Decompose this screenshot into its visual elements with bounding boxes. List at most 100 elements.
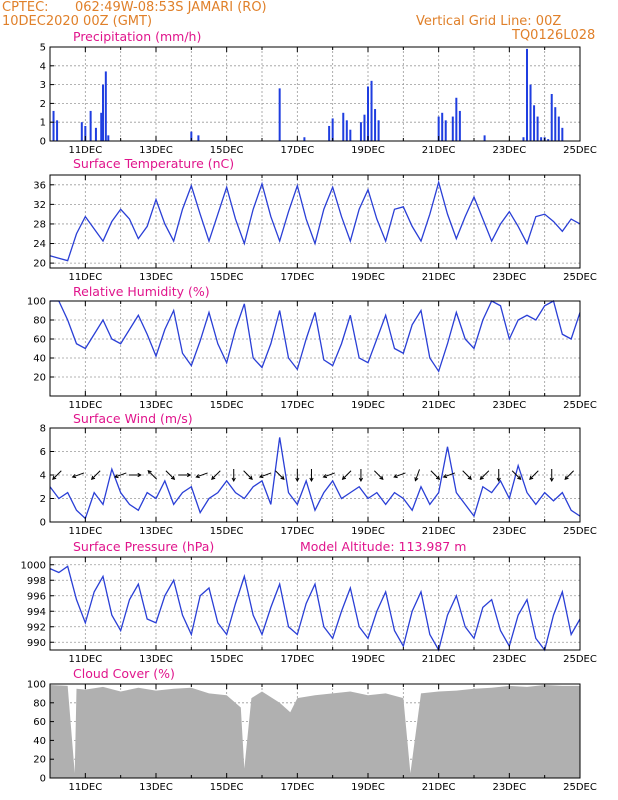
wind-arrow xyxy=(52,470,62,480)
wind-arrow xyxy=(496,469,501,483)
precip-bar xyxy=(100,112,103,141)
wind-arrow xyxy=(165,470,176,480)
precip-bar xyxy=(56,120,59,141)
precip-bar xyxy=(190,131,193,141)
precip-bar xyxy=(342,112,345,141)
wind-arrow xyxy=(114,472,127,479)
precip-bar xyxy=(554,107,557,141)
precip-bar xyxy=(349,129,352,141)
precip-bar xyxy=(107,135,110,141)
wind-arrow xyxy=(231,469,236,483)
precip-bar xyxy=(441,112,444,141)
precip-bar xyxy=(104,71,107,141)
pressure-ytick-label: 998 xyxy=(27,576,46,587)
wind-arrow xyxy=(147,470,158,480)
wind-arrow xyxy=(549,469,554,483)
precip-bar xyxy=(483,135,486,141)
precip-bar xyxy=(533,105,536,141)
wind-ytick-label: 8 xyxy=(40,424,46,435)
wind-arrow xyxy=(358,469,364,483)
wind-arrow xyxy=(341,470,352,480)
temp-date-label: 19DEC xyxy=(351,272,385,283)
temp-date-label: 25DEC xyxy=(563,272,597,283)
wind-ytick-label: 6 xyxy=(40,447,46,458)
pressure-date-label: 11DEC xyxy=(68,654,102,665)
precip-date-label: 17DEC xyxy=(280,145,314,156)
precip-bar xyxy=(370,80,373,141)
wind-ytick-label: 0 xyxy=(40,518,46,529)
precip-bar xyxy=(367,86,369,141)
cloud-ytick-label: 80 xyxy=(33,698,46,709)
cloud-ytick-label: 0 xyxy=(40,774,46,785)
precip-bar xyxy=(458,110,461,141)
temp-date-label: 15DEC xyxy=(210,272,244,283)
pressure-subtitle: Model Altitude: 113.987 m xyxy=(300,539,466,554)
rh-date-label: 21DEC xyxy=(422,400,456,411)
rh-date-label: 19DEC xyxy=(351,400,385,411)
precip-date-label: 13DEC xyxy=(139,145,173,156)
wind-arrow xyxy=(430,470,441,480)
wind-arrow xyxy=(128,472,142,478)
cloud-area xyxy=(50,684,580,778)
precip-date-label: 25DEC xyxy=(563,145,597,156)
pressure-ytick-label: 992 xyxy=(27,622,46,633)
header-source: CPTEC: xyxy=(2,0,49,15)
wind-line xyxy=(49,437,581,520)
precip-ytick-label: 4 xyxy=(40,61,46,72)
rh-ytick-label: 40 xyxy=(33,354,46,365)
wind-date-label: 19DEC xyxy=(351,526,385,537)
wind-ytick-label: 2 xyxy=(40,494,46,505)
precip-bar xyxy=(84,125,87,141)
rh-date-label: 13DEC xyxy=(139,400,173,411)
precip-bar xyxy=(377,120,380,141)
header-location: 062:49W-08:53S JAMARI (RO) xyxy=(75,0,267,15)
cloud-date-label: 19DEC xyxy=(351,782,385,793)
wind-arrow xyxy=(309,469,314,483)
precip-bar xyxy=(52,110,55,141)
precip-bar xyxy=(102,84,104,141)
rh-date-label: 23DEC xyxy=(492,400,526,411)
precip-bar xyxy=(363,114,366,141)
precip-bar xyxy=(89,110,92,141)
wind-arrow xyxy=(393,472,406,479)
temp-ytick-label: 20 xyxy=(33,259,46,270)
pressure-date-label: 17DEC xyxy=(280,654,314,665)
wind-date-label: 13DEC xyxy=(139,526,173,537)
precip-bar xyxy=(540,137,543,141)
wind-arrow xyxy=(529,470,539,480)
temp-ytick-label: 32 xyxy=(33,200,46,211)
temp-ytick-label: 36 xyxy=(33,180,46,191)
cloud-title: Cloud Cover (%) xyxy=(73,666,175,681)
precip-bar xyxy=(451,116,454,141)
precip-bar xyxy=(278,88,281,141)
wind-arrow xyxy=(90,470,101,480)
pressure-ytick-label: 1000 xyxy=(21,560,46,571)
pressure-line xyxy=(49,565,581,652)
wind-date-label: 17DEC xyxy=(280,526,314,537)
precip-bar xyxy=(529,84,532,141)
wind-arrow xyxy=(442,472,456,479)
precip-bar xyxy=(359,122,362,141)
precip-ytick-label: 3 xyxy=(40,80,46,91)
pressure-date-label: 21DEC xyxy=(422,654,456,665)
precip-bar xyxy=(328,125,331,141)
precip-date-label: 19DEC xyxy=(351,145,385,156)
precip-bar xyxy=(345,120,348,141)
pressure-ytick-label: 996 xyxy=(27,591,46,602)
wind-arrow xyxy=(258,472,272,479)
rh-date-label: 11DEC xyxy=(68,400,102,411)
precip-bar xyxy=(80,122,83,141)
pressure-date-label: 13DEC xyxy=(139,654,173,665)
header-run: 10DEC2020 00Z (GMT) xyxy=(2,14,153,29)
rh-ytick-label: 100 xyxy=(27,297,46,308)
wind-arrow xyxy=(243,470,253,480)
rh-frame xyxy=(49,300,581,397)
rh-title: Relative Humidity (%) xyxy=(73,284,210,299)
wind-arrow xyxy=(479,470,490,480)
cloud-ytick-label: 40 xyxy=(33,736,46,747)
precip-date-label: 11DEC xyxy=(68,145,102,156)
cloud-date-label: 15DEC xyxy=(210,782,244,793)
precip-bar xyxy=(526,48,528,141)
rh-date-label: 25DEC xyxy=(563,400,597,411)
